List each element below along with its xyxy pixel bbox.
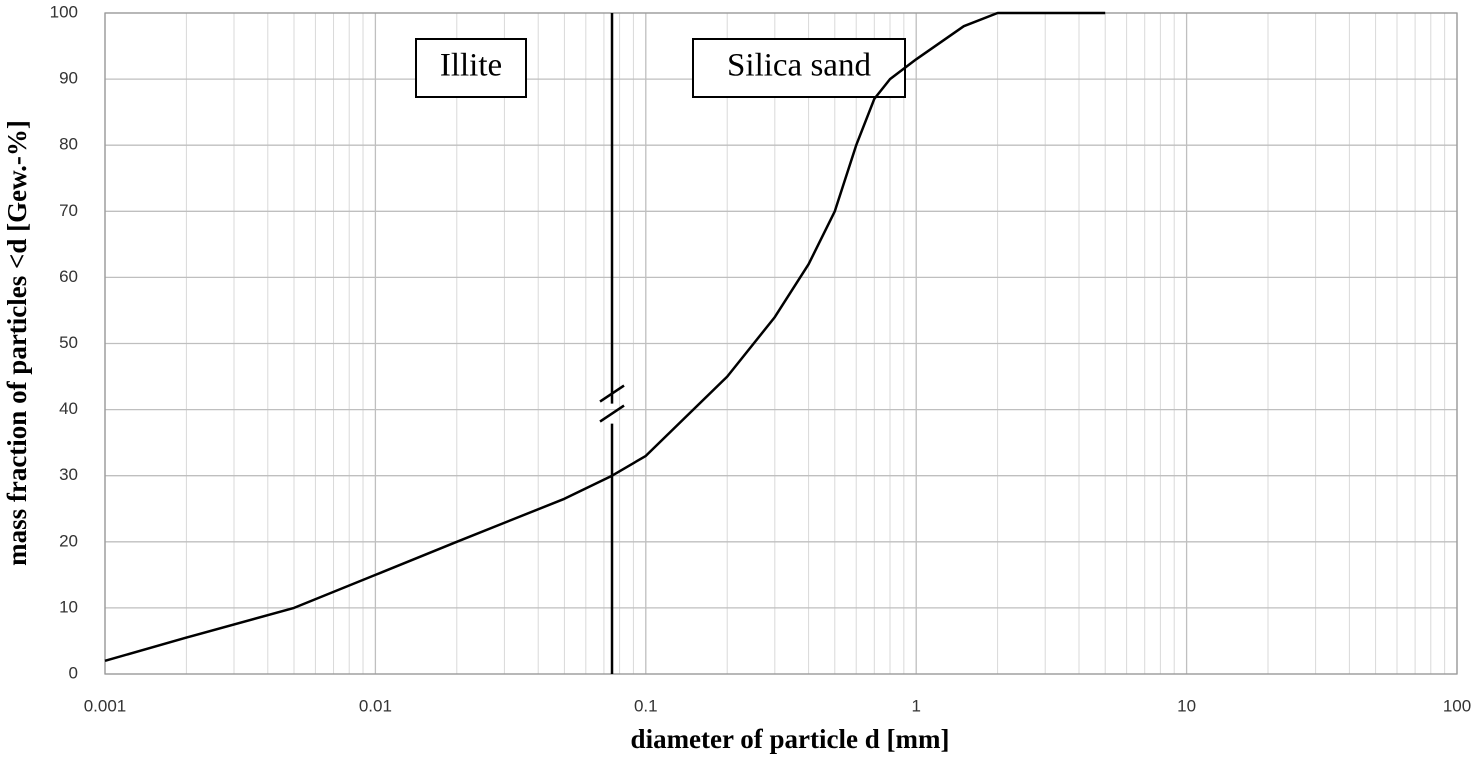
annotation-box (415, 38, 527, 98)
plot-frame (104, 12, 1458, 675)
y-tick-label: 60 (59, 267, 78, 286)
y-tick-label: 30 (59, 465, 78, 484)
y-axis-title: mass fraction of particles <d [Gew.-%] (2, 120, 32, 566)
annotation: Silica sand (727, 48, 871, 84)
annotation: Illite (440, 48, 502, 84)
y-tick-label: 20 (59, 531, 78, 550)
x-axis-title: diameter of particle d [mm] (631, 724, 950, 754)
y-tick-label: 90 (59, 69, 78, 88)
x-tick-label: 0.01 (359, 696, 392, 715)
y-tick-label: 80 (59, 135, 78, 154)
y-tick-label: 100 (50, 2, 78, 21)
break-mark (599, 404, 625, 423)
x-tick-label: 0.001 (84, 696, 127, 715)
y-tick-label: 40 (59, 399, 78, 418)
x-tick-label: 0.1 (634, 696, 658, 715)
x-tick-label: 10 (1177, 696, 1196, 715)
y-tick-label: 0 (69, 663, 78, 682)
data-line (104, 11, 1106, 663)
y-tick-label: 70 (59, 201, 78, 220)
x-tick-label: 100 (1443, 696, 1471, 715)
y-tick-label: 10 (59, 597, 78, 616)
y-tick-label: 50 (59, 333, 78, 352)
break-mark (599, 384, 625, 403)
x-tick-label: 1 (911, 696, 920, 715)
